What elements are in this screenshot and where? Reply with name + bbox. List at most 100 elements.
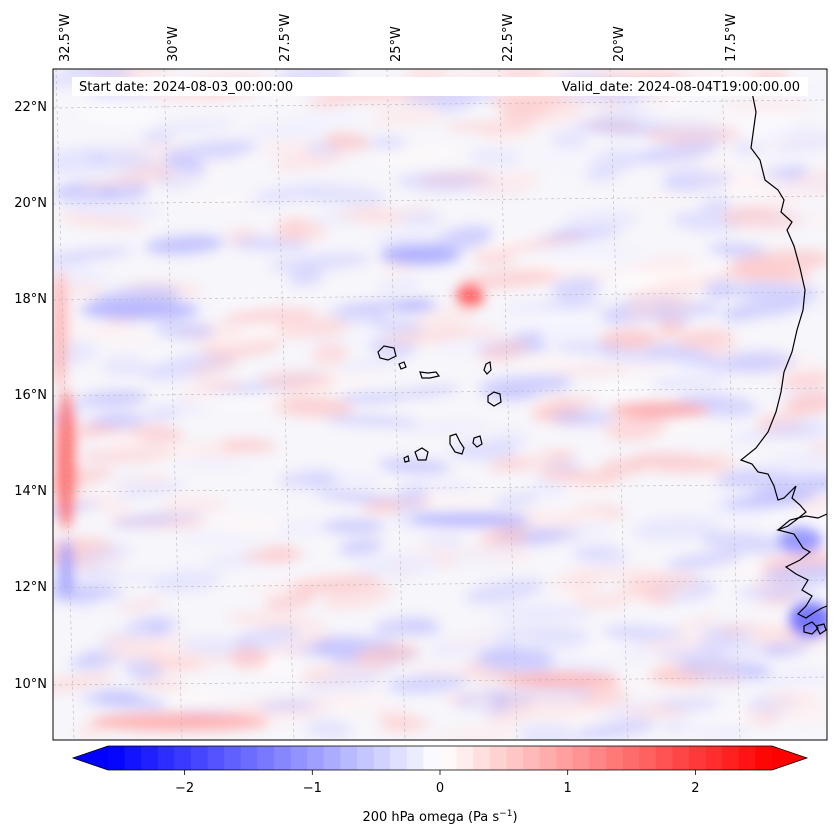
colorbar-segment <box>473 746 491 770</box>
omega-streak <box>173 533 275 547</box>
omega-streak <box>144 235 225 255</box>
omega-streak <box>550 129 588 151</box>
omega-streak <box>269 253 372 272</box>
colorbar-max-extension <box>772 746 807 770</box>
omega-streak <box>271 109 358 133</box>
lon-label: 30°W <box>166 26 181 62</box>
colorbar-segment <box>141 746 159 770</box>
omega-streak <box>515 352 585 371</box>
omega-streak <box>53 74 82 87</box>
omega-streak <box>725 174 775 198</box>
omega-streak <box>700 531 789 555</box>
omega-streak <box>77 102 161 125</box>
colorbar-segment <box>523 746 541 770</box>
colorbar-segment <box>705 746 723 770</box>
omega-feature <box>788 602 827 638</box>
lon-label: 17.5°W <box>724 14 739 62</box>
omega-streak <box>583 169 619 182</box>
colorbar-segment <box>722 746 740 770</box>
colorbar-segment <box>606 746 624 770</box>
omega-streak <box>386 673 469 694</box>
omega-streak <box>471 171 540 198</box>
omega-streak <box>71 145 159 156</box>
colorbar: −2 −1 0 1 2 200 hPa omega (Pa s−1) <box>71 745 809 825</box>
omega-streak <box>434 726 517 740</box>
omega-streak <box>76 723 106 738</box>
island-maio <box>472 435 483 448</box>
colorbar-tick-label: −2 <box>175 781 194 796</box>
meridian-line <box>55 69 75 740</box>
colorbar-segment <box>390 746 408 770</box>
omega-streak <box>755 670 827 687</box>
omega-streak <box>597 248 643 261</box>
omega-streak <box>449 439 517 461</box>
date-banner <box>72 77 808 96</box>
omega-streak <box>644 192 691 204</box>
omega-streak <box>101 634 190 663</box>
omega-streak <box>519 722 578 740</box>
omega-streak <box>80 692 168 710</box>
omega-streak <box>504 693 591 718</box>
omega-streak <box>315 490 401 505</box>
omega-field <box>53 69 827 740</box>
omega-streak <box>79 444 175 464</box>
omega-streak <box>598 699 659 718</box>
omega-streak <box>63 324 152 343</box>
omega-streak <box>509 305 593 326</box>
omega-streak <box>600 328 655 350</box>
omega-streak <box>437 324 502 339</box>
island-fogo <box>414 447 429 461</box>
omega-streak <box>481 337 532 363</box>
omega-streak <box>518 454 554 464</box>
omega-streak <box>662 380 735 393</box>
lon-label: 27.5°W <box>278 14 293 62</box>
island-santiago <box>449 433 465 455</box>
omega-streak <box>53 259 94 272</box>
omega-streak <box>248 574 333 595</box>
omega-streak <box>550 409 614 426</box>
gridlines <box>53 69 827 740</box>
map-panel: Start date: 2024-08-03_00:00:00 Valid_da… <box>14 14 828 741</box>
omega-streak <box>529 633 593 651</box>
omega-streak <box>305 687 388 712</box>
colorbar-segment <box>290 746 308 770</box>
omega-streak <box>328 661 398 680</box>
omega-streak <box>188 394 291 408</box>
omega-streak <box>142 351 235 381</box>
omega-streak <box>680 709 768 734</box>
omega-streak <box>696 672 754 689</box>
omega-streak <box>493 494 538 507</box>
omega-streak <box>573 640 639 655</box>
omega-streak <box>545 320 600 342</box>
meridian-line <box>275 69 295 740</box>
omega-feature <box>58 540 74 600</box>
start-date-label: Start date: 2024-08-03_00:00:00 <box>79 80 293 95</box>
omega-streak <box>778 372 827 387</box>
colorbar-label: 200 hPa omega (Pa s−1) <box>362 809 517 825</box>
colorbar-segment <box>108 746 126 770</box>
omega-streak <box>57 212 146 229</box>
omega-streak <box>464 695 494 712</box>
omega-feature <box>380 245 460 265</box>
omega-streak <box>244 180 329 206</box>
omega-streak <box>370 106 448 126</box>
omega-streak <box>763 472 827 494</box>
colorbar-segment <box>738 746 756 770</box>
omega-streak <box>353 553 440 578</box>
coastlines <box>377 91 827 635</box>
lat-label: 14°N <box>14 484 47 499</box>
omega-streak <box>605 417 668 442</box>
valid-date-label: Valid_date: 2024-08-04T19:00:00.00 <box>562 80 800 95</box>
omega-streak <box>403 663 492 678</box>
omega-streak <box>666 362 714 376</box>
island-sal <box>483 361 492 375</box>
omega-streak <box>146 403 211 413</box>
omega-streak <box>704 279 734 300</box>
colorbar-segment <box>340 746 358 770</box>
lon-label: 32.5°W <box>58 14 73 62</box>
omega-streak <box>376 280 420 294</box>
omega-streak <box>524 148 626 170</box>
omega-streak <box>622 674 652 685</box>
omega-streak <box>722 100 815 111</box>
omega-streak <box>636 139 720 165</box>
